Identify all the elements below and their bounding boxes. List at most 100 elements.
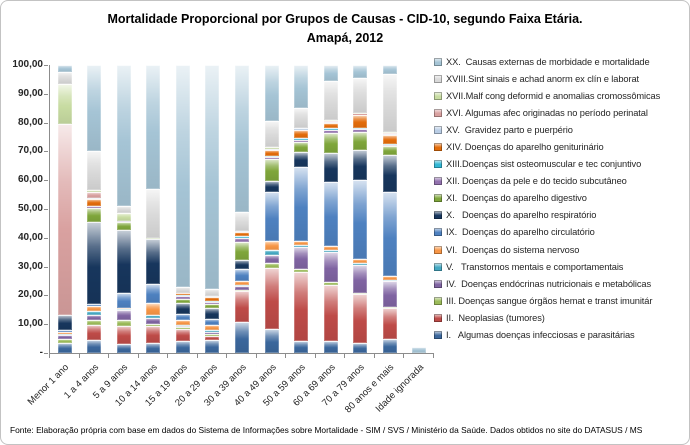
bar-segment-XX <box>264 65 279 122</box>
y-axis-tick-label: 90,00 <box>17 87 43 99</box>
x-axis-tick-mark <box>108 354 110 358</box>
bar-segment-IX <box>146 283 161 303</box>
bar-segment-XIII <box>382 143 397 145</box>
legend-item-XIV: XIV. Doenças do aparelho geniturinário <box>434 138 686 155</box>
bar-segment-I <box>175 341 190 353</box>
bar-segment-IX <box>116 293 131 309</box>
bar-segment-XI <box>294 142 309 153</box>
legend-label: IX. Doenças do aparelho circulatório <box>446 227 595 238</box>
bar-segment-I <box>323 341 338 353</box>
plot-area <box>49 65 434 354</box>
bar-segment-XX <box>323 65 338 81</box>
legend-item-XX: XX. Causas externas de morbidade e morta… <box>434 53 686 70</box>
bar-segment-VI <box>353 259 368 264</box>
y-axis-tick-label: 100,00 <box>12 59 43 70</box>
bar-segment-XI <box>175 298 190 304</box>
stacked-bar-5 <box>175 65 190 353</box>
bar-segment-XII <box>264 157 279 159</box>
legend-label: XV. Gravidez parto e puerpério <box>446 124 573 135</box>
legend-item-IV: IV. Doenças endócrinas nutricionais e me… <box>434 275 686 292</box>
bar-segment-VI <box>57 331 72 335</box>
x-axis-tick-mark <box>314 354 316 358</box>
legend-swatch-icon <box>434 313 442 322</box>
bar-segment-V <box>294 244 309 248</box>
bar-segment-III <box>175 327 190 330</box>
y-axis-tick-mark <box>44 353 48 354</box>
legend-item-III: III. Doenças sangue órgãos hemat e trans… <box>434 292 686 309</box>
bar-segment-II <box>323 285 338 342</box>
bar-segment-IX <box>294 167 309 242</box>
bar-segment-I <box>353 342 368 354</box>
bar-segment-I <box>235 321 249 354</box>
bar-segment-XIII <box>175 294 190 297</box>
legend-swatch-icon <box>434 228 442 237</box>
legend-swatch-icon <box>434 262 442 271</box>
legend-label: II. Neoplasias (tumores) <box>446 312 545 323</box>
bar-segment-XI <box>116 222 131 231</box>
bar-segment-XII <box>175 296 190 299</box>
bar-segment-X <box>323 153 338 183</box>
legend-swatch-icon <box>434 245 442 254</box>
bar-segment-XVI <box>323 121 338 122</box>
bar-segment-I <box>382 338 397 354</box>
bar-segment-V <box>116 309 131 311</box>
bar-segment-XX <box>87 65 102 151</box>
bar-segment-III <box>116 319 131 326</box>
bar-segment-V <box>205 329 220 333</box>
legend-label: V. Transtornos mentais e comportamentais <box>446 261 624 272</box>
bar-segment-II <box>294 271 309 341</box>
bar-segment-V <box>57 334 72 335</box>
bar-segment-XX <box>57 65 72 73</box>
legend-item-XV: XV. Gravidez parto e puerpério <box>434 121 686 138</box>
bar-segment-XVII <box>382 131 397 134</box>
bar-segment-I <box>116 344 131 353</box>
legend-swatch-icon <box>434 194 442 203</box>
bar-segment-XII <box>294 139 309 143</box>
bar-segment-IV <box>382 281 397 307</box>
legend-swatch-icon <box>434 279 442 288</box>
bar-segment-III <box>294 268 309 272</box>
bar-segment-IX <box>57 330 72 333</box>
y-axis-tick-label: 60,00 <box>17 174 43 186</box>
bar-segment-XI <box>323 133 338 154</box>
bar-segment-III <box>382 306 397 310</box>
bar-segment-XVII <box>116 213 131 221</box>
bar-segment-XVIII <box>57 72 72 84</box>
bar-segment-V <box>87 311 102 316</box>
y-axis-tick-mark <box>44 65 48 66</box>
bar-segment-I <box>146 342 161 354</box>
bar-segment-XVIII <box>205 289 220 297</box>
bar-segment-XIV <box>175 293 190 296</box>
bar-segment-XVII <box>264 147 279 150</box>
bar-segment-IV <box>235 286 249 291</box>
bar-segment-X <box>57 315 72 331</box>
bar-segment-XVI <box>353 113 368 115</box>
bar-segment-XIV <box>264 150 279 156</box>
bar-segment-XIV <box>205 297 220 301</box>
bar-segment-XII <box>87 206 102 209</box>
bar-segment-XIV <box>235 232 249 237</box>
bar-segment-X <box>264 180 279 193</box>
bar-segment-IV <box>57 334 72 340</box>
bar-segment-X <box>235 260 249 269</box>
legend-label: XI. Doenças do aparelho digestivo <box>446 193 587 204</box>
bar-segment-X <box>87 222 102 305</box>
legend-label: XX. Causas externas de morbidade e morta… <box>446 56 650 67</box>
bar-segment-XII <box>205 302 220 305</box>
bar-segment-XX <box>382 65 397 74</box>
bar-segment-II <box>87 324 102 341</box>
legend-swatch-icon <box>434 160 442 169</box>
bar-segment-XII <box>116 220 131 223</box>
bar-segment-IV <box>116 310 131 320</box>
y-axis-tick-mark <box>44 122 48 124</box>
bar-segment-VI <box>175 319 190 326</box>
x-axis-tick-mark <box>373 354 375 358</box>
legend-item-XI: XI. Doenças do aparelho digestivo <box>434 190 686 207</box>
bar-segment-V <box>264 249 279 256</box>
bar-segment-X <box>146 239 161 284</box>
bar-segment-IX <box>235 268 249 282</box>
x-axis-tick-mark <box>344 354 346 358</box>
stacked-bar-7 <box>235 65 249 354</box>
bar-segment-II <box>205 335 220 341</box>
